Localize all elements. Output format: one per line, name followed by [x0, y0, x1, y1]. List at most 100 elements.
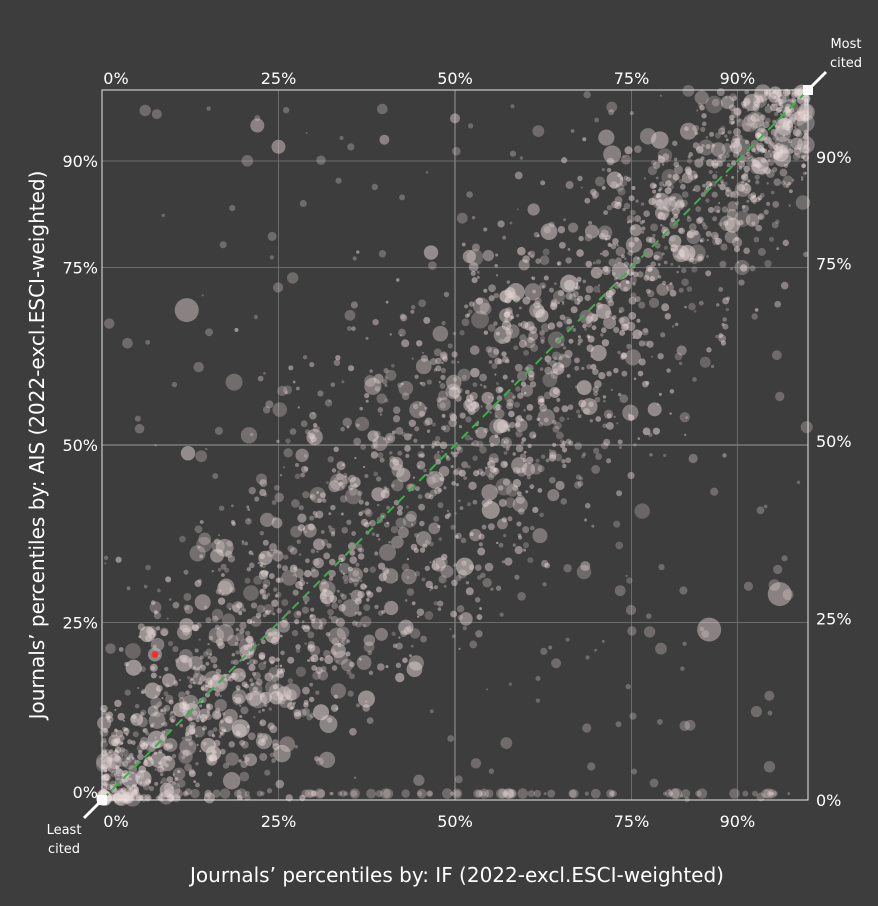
- data-point: [199, 750, 202, 753]
- data-point: [211, 569, 214, 573]
- data-point: [277, 577, 284, 584]
- data-point: [627, 626, 637, 636]
- data-point: [238, 759, 242, 763]
- data-point: [529, 381, 537, 388]
- data-point: [214, 624, 220, 630]
- data-point: [415, 486, 420, 492]
- data-point: [257, 643, 260, 646]
- data-point: [770, 103, 778, 112]
- data-point: [136, 796, 139, 799]
- data-point: [512, 497, 528, 513]
- data-point: [452, 452, 458, 458]
- data-point: [634, 215, 641, 222]
- data-point: [412, 476, 416, 479]
- data-point: [552, 388, 560, 395]
- data-point: [673, 165, 683, 175]
- data-point: [183, 604, 190, 611]
- data-point: [257, 737, 266, 746]
- data-point: [429, 541, 434, 547]
- data-point: [367, 430, 379, 442]
- data-point: [757, 195, 763, 201]
- data-point: [757, 247, 766, 256]
- data-point: [575, 282, 579, 286]
- data-point: [583, 90, 591, 99]
- data-point: [693, 230, 699, 236]
- data-point: [673, 161, 680, 168]
- data-point: [131, 790, 139, 797]
- data-point: [172, 773, 176, 776]
- data-point: [669, 412, 672, 415]
- data-point: [147, 705, 159, 717]
- data-point: [178, 678, 182, 682]
- data-point: [539, 282, 546, 289]
- data-point: [307, 523, 315, 531]
- data-point: [291, 499, 300, 508]
- data-point: [502, 374, 508, 380]
- data-point: [193, 780, 197, 783]
- data-point: [619, 279, 632, 292]
- data-point: [479, 446, 487, 454]
- data-point: [150, 665, 156, 671]
- data-point: [319, 589, 335, 605]
- data-point: [664, 187, 672, 195]
- data-point: [244, 517, 252, 525]
- data-point: [371, 487, 386, 502]
- data-point: [182, 749, 190, 757]
- data-point: [716, 88, 725, 97]
- data-point: [577, 414, 582, 419]
- data-point: [342, 572, 345, 575]
- data-point: [170, 710, 174, 714]
- data-point: [725, 307, 730, 312]
- data-point: [787, 148, 794, 154]
- data-point: [532, 434, 537, 438]
- data-point: [340, 658, 354, 672]
- data-point: [522, 542, 529, 549]
- data-point: [425, 171, 429, 174]
- data-point: [489, 443, 494, 448]
- data-point: [615, 183, 625, 192]
- highlighted-journal-point: [147, 647, 162, 662]
- data-point: [705, 135, 709, 139]
- data-point: [331, 602, 338, 610]
- data-point: [245, 692, 254, 701]
- data-point: [503, 788, 515, 799]
- data-point: [433, 368, 438, 372]
- data-point: [260, 721, 263, 725]
- data-point: [516, 491, 522, 497]
- data-point: [207, 655, 211, 659]
- data-point: [643, 327, 649, 333]
- data-point: [490, 587, 494, 591]
- data-point: [200, 718, 205, 723]
- data-point: [140, 709, 147, 716]
- data-point: [262, 708, 265, 712]
- data-point: [302, 355, 308, 360]
- data-point: [406, 625, 413, 632]
- data-point: [274, 492, 284, 503]
- data-point: [730, 267, 733, 271]
- data-point: [331, 637, 340, 646]
- data-point: [472, 439, 479, 447]
- data-point: [100, 783, 108, 791]
- data-point: [374, 627, 388, 641]
- data-point: [603, 145, 622, 164]
- data-point: [405, 453, 410, 458]
- data-point: [527, 251, 531, 256]
- data-point: [156, 765, 164, 773]
- data-point: [455, 557, 474, 576]
- data-point: [518, 339, 527, 348]
- data-point: [184, 731, 190, 737]
- data-point: [399, 194, 406, 201]
- data-point: [372, 439, 379, 446]
- data-point: [681, 191, 689, 198]
- data-point: [195, 718, 200, 723]
- data-point: [681, 172, 693, 184]
- data-point: [327, 608, 334, 616]
- data-point: [749, 117, 752, 120]
- data-point: [340, 512, 344, 516]
- data-point: [452, 331, 457, 336]
- data-point: [273, 484, 280, 491]
- data-point: [561, 405, 569, 413]
- data-point: [249, 562, 255, 569]
- data-point: [192, 673, 205, 685]
